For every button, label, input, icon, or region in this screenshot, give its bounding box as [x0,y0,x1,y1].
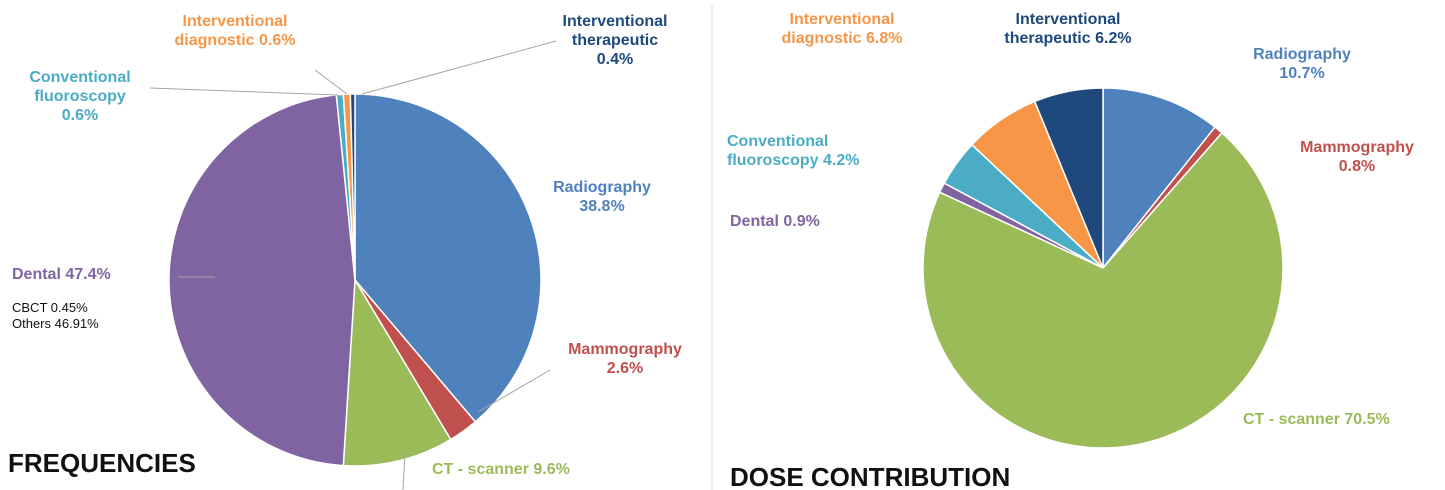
pie-slice [349,93,356,281]
pie-slice [922,131,1284,449]
slice-label: Conventional fluoroscopy 4.2% [727,132,902,170]
category-label: Mammography [568,341,682,358]
slice-label: Mammography 0.8% [1282,138,1432,176]
value-label: 6.8% [866,30,903,47]
slice-label: Dental 47.4% [12,265,212,284]
category-label: Dental [12,266,61,283]
value-label: 10.7% [1279,65,1325,82]
category-label: Radiography [1253,46,1351,63]
value-label: 0.8% [1338,158,1376,175]
slice-label: Interventional diagnostic 6.8% [762,10,922,48]
value-label: 0.9% [783,213,820,230]
category-label: Interventional diagnostic [174,13,288,49]
category-label: Conventional fluoroscopy [727,133,829,169]
value-label: 9.6% [533,461,570,478]
slice-label: Interventional therapeutic 0.4% [558,12,673,69]
category-label: Interventional diagnostic [781,11,895,47]
value-label: 38.8% [579,198,625,215]
category-label: Mammography [1300,139,1414,156]
slice-label: Radiography 10.7% [1242,45,1362,83]
value-label: 0.6% [259,32,296,49]
slice-label: Conventional fluoroscopy 0.6% [15,68,145,125]
slice-label: Interventional therapeutic 6.2% [988,10,1148,48]
slice-label: Radiography 38.8% [537,178,667,216]
leader-line [402,451,406,490]
slice-label: CT - scanner 70.5% [1243,410,1443,429]
value-label: 4.2% [823,152,860,169]
value-label: 70.5% [1344,411,1390,428]
value-label: 2.6% [606,360,644,377]
chart-title: DOSE CONTRIBUTION [730,462,1011,490]
category-label: Dental [730,213,779,230]
pie-slice [1033,87,1104,269]
value-label: 6.2% [1095,30,1132,47]
leader-line [149,87,339,96]
category-label: CT - scanner [1243,411,1340,428]
annotation: CBCT 0.45% [12,300,88,315]
slice-label: Interventional diagnostic 0.6% [155,12,315,50]
slice-label: Dental 0.9% [730,212,930,231]
value-label: 47.4% [65,266,111,283]
category-label: CT - scanner [432,461,529,478]
pie-slice [1102,87,1217,271]
value-label: 0.4% [596,51,634,68]
pie-slice [354,93,542,423]
pie-slice [342,277,452,467]
slice-label: Mammography 2.6% [550,340,700,378]
leader-line [314,69,348,95]
annotation-block: CBCT 0.45% Others 46.91% [12,300,99,332]
leader-line [361,40,557,95]
category-label: Radiography [553,179,651,196]
annotation: Others 46.91% [12,316,99,331]
leader-line [477,369,551,413]
pie-slice [168,94,356,467]
slice-label: CT - scanner 9.6% [432,460,632,479]
value-label: 0.6% [61,107,99,124]
category-label: Interventional therapeutic [562,13,668,49]
category-label: Interventional therapeutic [1004,11,1121,47]
chart-title: FREQUENCIES [8,448,196,478]
category-label: Conventional fluoroscopy [29,69,131,105]
